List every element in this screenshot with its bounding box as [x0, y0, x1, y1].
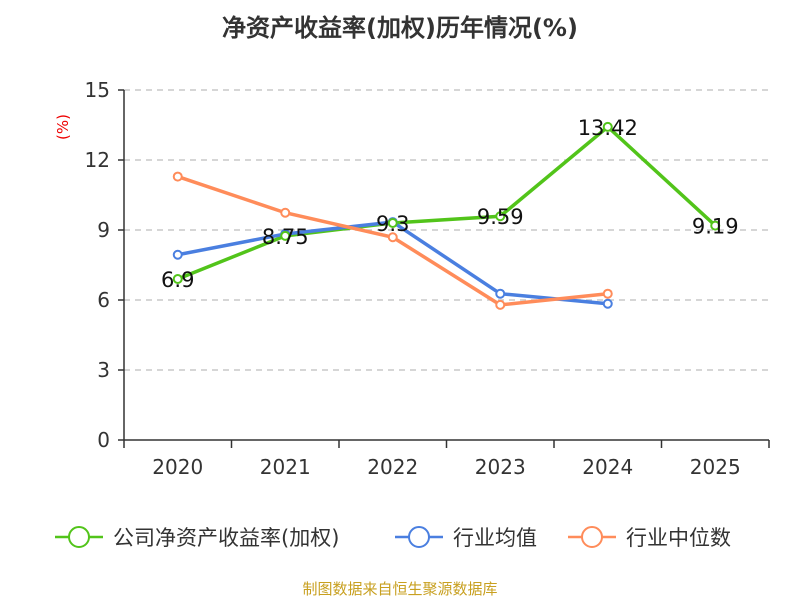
data-point [495, 211, 506, 222]
y-tick-label: 9 [97, 218, 110, 242]
data-label: 9.3 [376, 212, 409, 236]
chart-title: 净资产收益率(加权)历年情况(%) [222, 14, 578, 42]
data-point [172, 171, 183, 182]
y-tick-label: 3 [97, 358, 110, 382]
y-axis-label: (%) [54, 114, 72, 140]
data-label: 9.19 [692, 215, 739, 239]
x-tick-label: 2023 [475, 455, 526, 479]
x-tick-label: 2022 [367, 455, 418, 479]
data-point [710, 220, 721, 231]
y-tick-label: 6 [97, 288, 110, 312]
x-tick-label: 2021 [260, 455, 311, 479]
y-tick-label: 12 [85, 148, 110, 172]
data-point [602, 121, 613, 132]
data-point [280, 207, 291, 218]
data-label: 9.59 [477, 205, 524, 229]
data-label: 8.75 [262, 225, 309, 249]
data-point [172, 274, 183, 284]
data-label: 6.9 [161, 268, 194, 292]
data-point [387, 232, 398, 243]
x-tick-label: 2024 [582, 455, 633, 479]
legend-label: 公司净资产收益率(加权) [113, 526, 339, 550]
legend-marker-icon [408, 526, 430, 548]
series-line [177, 124, 717, 281]
legend-marker-icon [68, 526, 90, 548]
data-label: 13.42 [578, 116, 638, 140]
data-point [495, 299, 506, 310]
x-tick-label: 2025 [690, 455, 741, 479]
y-tick-label: 0 [97, 428, 110, 452]
source-note: 制图数据来自恒生聚源数据库 [302, 580, 498, 598]
data-point [172, 249, 183, 260]
data-point [602, 298, 613, 309]
legend-label: 行业中位数 [626, 526, 731, 550]
data-point [602, 288, 613, 299]
x-tick-label: 2020 [152, 455, 203, 479]
legend-marker-icon [581, 526, 603, 548]
legend-label: 行业均值 [453, 526, 537, 550]
data-point [280, 230, 291, 241]
y-tick-label: 15 [85, 78, 110, 102]
data-point [387, 218, 398, 228]
data-point [495, 288, 506, 299]
